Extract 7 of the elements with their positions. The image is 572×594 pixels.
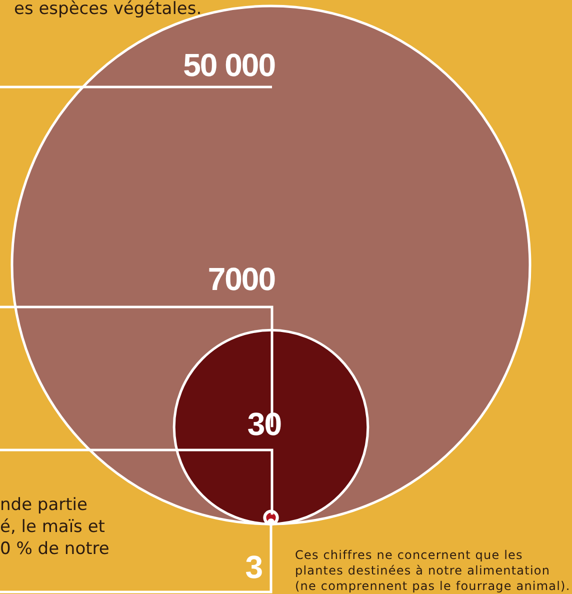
data-label: 50 000 xyxy=(183,47,276,83)
text: es espèces végétales. xyxy=(14,0,202,19)
data-label: 7000 xyxy=(208,261,276,297)
data-label: 30 xyxy=(247,406,282,442)
text: nde partie é, le maïs et 0 % de notre xyxy=(0,495,110,560)
data-label: 3 xyxy=(245,549,262,585)
text: Ces chiffres ne concernent que les plantes destinées à notre alimentation (ne comprennent pas le fourrage animal). xyxy=(295,548,570,594)
